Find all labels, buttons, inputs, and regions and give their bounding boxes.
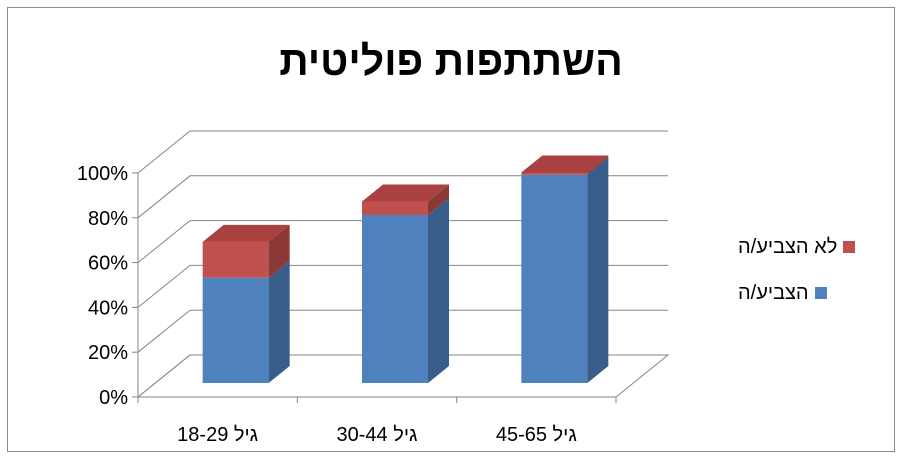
chart-area [7,7,895,452]
gridline [137,175,668,219]
gridline [137,354,668,398]
bar-side [428,184,449,215]
bar-side [268,260,290,383]
legend-label-not-voted: לא הצביע/ה [738,235,838,258]
bar-front [202,241,269,278]
y-tick-label: 60% [88,253,128,275]
bar-top [521,155,609,173]
legend-swatch-voted [814,287,827,299]
y-tick-label: 0% [99,387,128,409]
bar-front [362,201,428,215]
gridline [137,309,668,353]
gridline [137,130,668,174]
bar-front [362,215,428,383]
bar-side [428,198,449,383]
bar-front [521,174,588,383]
legend-label-voted: הצביע/ה [738,281,809,304]
x-tick-label: גיל 45-65 [496,424,577,446]
bar-side [268,224,290,278]
legend-swatch-not-voted [843,241,856,253]
bar-top [362,184,449,202]
gridline [137,264,668,308]
bar-side [587,157,609,383]
y-tick-label: 20% [88,342,128,364]
y-tick-label: 100% [77,163,128,185]
x-tick-label: גיל 30-44 [337,424,418,446]
x-tick-label: גיל 18-29 [177,424,258,446]
y-tick-label: 80% [88,208,128,230]
chart-title: השתתפות פוליטית [279,38,623,84]
bar-front [521,172,588,175]
bar-top [202,224,290,242]
bar-side [587,155,609,175]
legend-item-not-voted: לא הצביע/ה [738,236,898,258]
y-tick-label: 40% [88,297,128,319]
gridline [137,220,668,263]
legend-item-voted: הצביע/ה [738,282,898,304]
bar-front [202,277,269,383]
chart-legend: לא הצביע/ה הצביע/ה [738,236,898,328]
